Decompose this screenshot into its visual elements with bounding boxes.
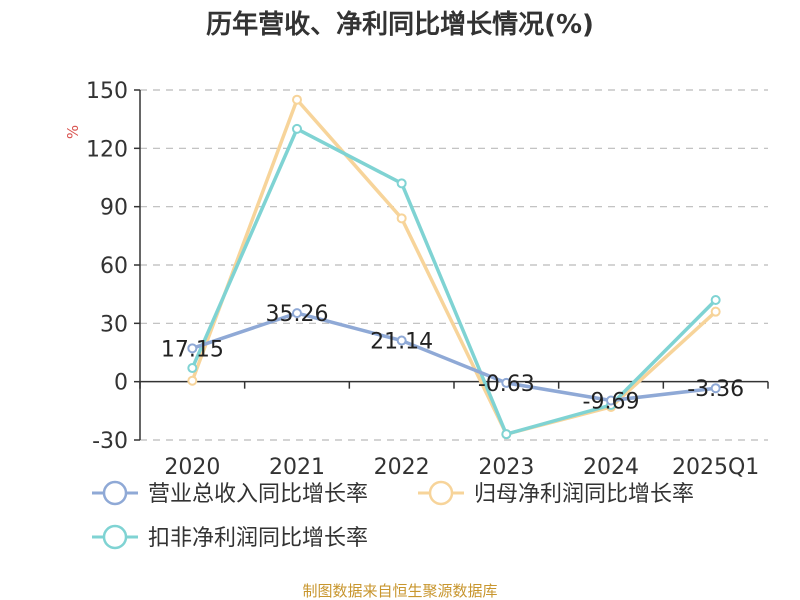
data-point bbox=[710, 295, 721, 305]
data-label: 17.15 bbox=[161, 337, 224, 362]
data-point bbox=[501, 377, 512, 388]
data-label: -0.63 bbox=[478, 372, 535, 397]
legend-label: 营业总收入同比增长率 bbox=[148, 482, 368, 507]
x-tick-label: 2025Q1 bbox=[672, 455, 759, 480]
grid-lines bbox=[140, 89, 768, 441]
data-point bbox=[292, 94, 302, 105]
data-point bbox=[710, 383, 721, 394]
data-labels: 17.15 35.26 21.14 -0.63 -9.69 -3.36 bbox=[161, 302, 744, 414]
y-tick-label: 60 bbox=[100, 254, 128, 279]
axes: -30 0 30 60 90 120 150 2020 2021 2022 2023 2024 2025… bbox=[86, 79, 769, 480]
data-point bbox=[396, 213, 407, 224]
data-label: 35.26 bbox=[266, 302, 329, 327]
data-point bbox=[501, 429, 512, 440]
data-point bbox=[187, 363, 198, 374]
chart-title: 历年营收、净利同比增长情况(%) bbox=[206, 9, 594, 40]
y-tick-label: 120 bbox=[86, 137, 128, 162]
x-tick-label: 2021 bbox=[269, 455, 325, 480]
x-tick-label: 2024 bbox=[583, 455, 639, 480]
y-tick-label: 90 bbox=[100, 196, 128, 221]
y-axis-unit: % bbox=[64, 125, 82, 139]
data-point bbox=[606, 395, 616, 406]
data-label: -9.69 bbox=[583, 390, 640, 415]
y-tick-label: 30 bbox=[100, 312, 128, 337]
legend-label: 扣非净利润同比增长率 bbox=[148, 526, 368, 551]
data-point bbox=[187, 375, 198, 386]
data-point bbox=[292, 123, 302, 134]
data-label: -3.36 bbox=[687, 377, 744, 402]
series-line bbox=[190, 311, 718, 403]
data-label: 21.14 bbox=[370, 330, 433, 355]
y-tick-label: 0 bbox=[114, 371, 128, 396]
x-tick-label: 2020 bbox=[164, 455, 220, 480]
source-note: 制图数据来自恒生聚源数据库 bbox=[302, 582, 497, 600]
series-line bbox=[190, 127, 718, 436]
legend-swatch-marker bbox=[428, 480, 454, 506]
legend-label: 归母净利润同比增长率 bbox=[474, 482, 694, 507]
x-tick-label: 2022 bbox=[374, 455, 430, 480]
y-tick-label: 150 bbox=[86, 79, 128, 104]
legend-swatch-marker bbox=[102, 480, 128, 506]
y-tick-label: -30 bbox=[92, 429, 128, 454]
data-point bbox=[187, 343, 198, 354]
series-lines bbox=[187, 94, 721, 440]
series-line bbox=[190, 97, 718, 436]
data-point bbox=[292, 308, 302, 319]
data-point bbox=[396, 178, 407, 189]
legend-swatch-marker bbox=[102, 524, 128, 550]
data-point bbox=[396, 335, 407, 346]
data-point bbox=[710, 306, 721, 317]
x-tick-label: 2023 bbox=[478, 455, 534, 480]
